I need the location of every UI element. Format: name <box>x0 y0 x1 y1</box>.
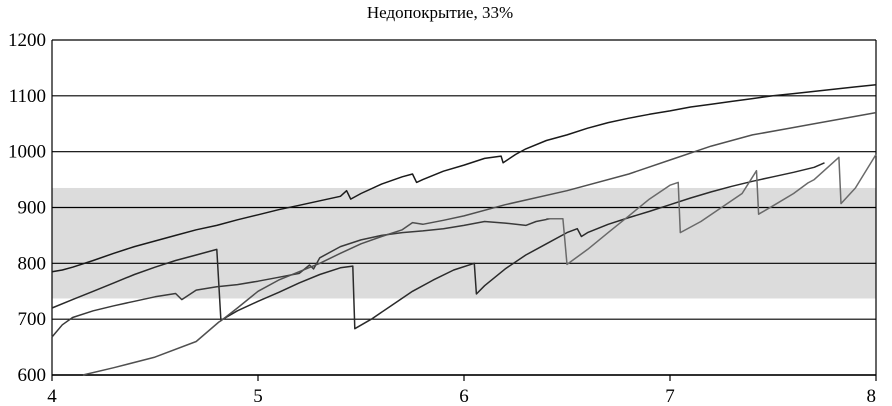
axes <box>51 40 877 381</box>
highlight-band <box>52 187 876 299</box>
y-gridlines <box>52 39 876 376</box>
x-tick-label: 4 <box>47 386 57 406</box>
y-tick-label: 800 <box>18 253 47 274</box>
y-tick-label: 700 <box>18 309 47 330</box>
y-tick-labels: 600 700 800 900 1000 1100 1200 <box>8 30 46 386</box>
y-tick-label: 900 <box>18 198 47 219</box>
series-line-4 <box>82 111 877 376</box>
x-tick-label: 5 <box>253 386 263 406</box>
series-line-5 <box>546 154 877 266</box>
y-tick-label: 1000 <box>8 142 46 163</box>
y-tick-label: 1200 <box>8 30 46 51</box>
x-tick-label: 8 <box>867 386 877 406</box>
x-tick-label: 6 <box>459 386 469 406</box>
y-tick-label: 600 <box>18 365 47 386</box>
series-line-1 <box>51 83 877 273</box>
series-layer <box>51 83 877 376</box>
chart-title: Недопокрытие, 33% <box>367 3 513 22</box>
series-line-2 <box>51 162 825 330</box>
y-tick-label: 1100 <box>9 86 46 107</box>
x-tick-labels: 4 5 6 7 8 <box>47 386 876 406</box>
x-tick-label: 7 <box>665 386 675 406</box>
highlight-band-layer <box>52 187 876 299</box>
